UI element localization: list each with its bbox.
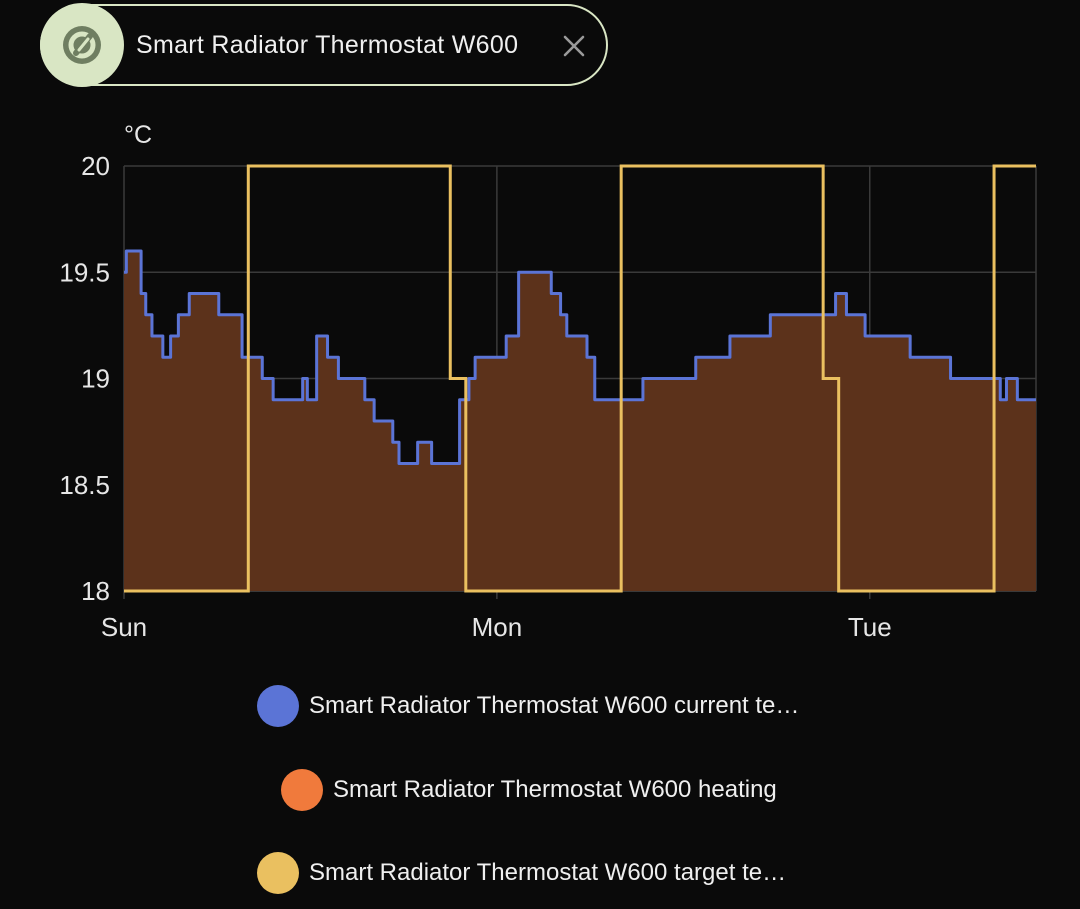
legend-dot-current-temperature bbox=[257, 685, 299, 727]
x-tick-label: Sun bbox=[101, 612, 147, 642]
legend-dot-heating bbox=[281, 769, 323, 811]
entity-avatar bbox=[40, 3, 124, 87]
legend-dot-target-temperature bbox=[257, 852, 299, 894]
legend-item-heating[interactable]: Smart Radiator Thermostat W600 heating bbox=[281, 769, 777, 811]
close-icon[interactable] bbox=[560, 32, 588, 60]
y-tick-label: 20 bbox=[81, 151, 110, 181]
history-chart: °C 18 18.5 19 19.5 20 Sun Mon Tue bbox=[59, 121, 1037, 642]
thermostat-icon bbox=[63, 26, 101, 64]
x-tick-label: Mon bbox=[472, 612, 523, 642]
target-temperature-line bbox=[124, 164, 1036, 593]
entity-chip[interactable]: Smart Radiator Thermostat W600 bbox=[40, 3, 608, 87]
heating-area bbox=[124, 251, 1036, 591]
y-tick-label: 18.5 bbox=[59, 470, 110, 500]
legend-item-target-temperature[interactable]: Smart Radiator Thermostat W600 target te… bbox=[257, 852, 786, 894]
y-tick-label: 19.5 bbox=[59, 257, 110, 287]
legend-label-current-temperature: Smart Radiator Thermostat W600 current t… bbox=[309, 692, 800, 719]
legend-label-heating: Smart Radiator Thermostat W600 heating bbox=[333, 776, 777, 803]
y-tick-label: 19 bbox=[81, 364, 110, 394]
legend-item-current-temperature[interactable]: Smart Radiator Thermostat W600 current t… bbox=[257, 685, 799, 727]
y-tick-label: 18 bbox=[81, 576, 110, 606]
legend-label-target-temperature: Smart Radiator Thermostat W600 target te… bbox=[309, 859, 787, 886]
x-tick-label: Tue bbox=[848, 612, 892, 642]
y-axis-unit: °C bbox=[124, 121, 152, 149]
current-temperature-line bbox=[124, 249, 1036, 465]
entity-chip-label: Smart Radiator Thermostat W600 bbox=[136, 30, 519, 59]
